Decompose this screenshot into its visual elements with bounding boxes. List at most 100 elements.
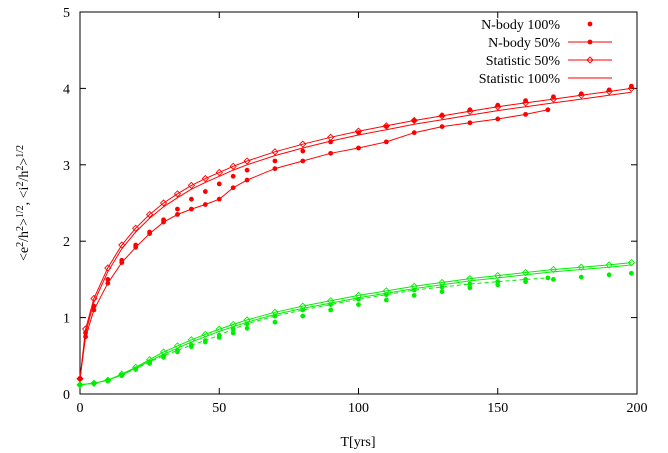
point-6-23 <box>549 265 558 274</box>
point-1-20 <box>439 124 445 129</box>
point-1-6 <box>147 231 153 236</box>
x-tick-label-3: 150 <box>487 401 508 416</box>
point-2-13 <box>243 157 251 165</box>
point-1-9 <box>189 206 194 212</box>
legend-label-1: N-body 50% <box>488 36 560 51</box>
y-tick-label-5: 5 <box>63 6 70 21</box>
series-e-3 <box>79 91 632 379</box>
point-0-24 <box>551 94 556 100</box>
y-axis-label: <e2/h2>1/2, <i2/h2>1/2 <box>15 145 33 261</box>
point-6-20 <box>466 274 474 283</box>
x-tick-label-0: 0 <box>77 401 84 416</box>
series-line-7 <box>79 264 632 386</box>
point-6-12 <box>243 316 251 324</box>
y-tick-label-1: 1 <box>63 312 70 327</box>
y-tick-label-2: 2 <box>63 235 70 250</box>
point-6-0 <box>76 381 84 389</box>
series-line-1 <box>79 109 549 379</box>
point-6-7 <box>173 342 182 350</box>
point-4-24 <box>578 274 584 280</box>
point-5-21 <box>495 279 501 285</box>
point-6-15 <box>327 297 335 305</box>
point-2-18 <box>382 122 390 130</box>
point-6-16 <box>354 291 363 300</box>
point-6-19 <box>438 278 446 287</box>
point-2-7 <box>159 199 168 207</box>
point-2-5 <box>132 224 140 232</box>
point-4-13 <box>272 319 278 325</box>
point-2-14 <box>271 148 279 156</box>
x-tick-label-4: 200 <box>627 401 648 416</box>
point-4-14 <box>300 313 306 319</box>
series-i-5 <box>77 275 551 388</box>
point-1-14 <box>272 166 278 172</box>
point-2-4 <box>118 241 126 249</box>
point-2-11 <box>215 168 223 177</box>
axis-ticks: 0 50 100 150 200 0 1 2 3 4 5 <box>63 6 648 416</box>
point-4-19 <box>439 289 445 295</box>
point-1-23 <box>523 111 528 117</box>
series-i-6 <box>76 258 636 389</box>
point-5-19 <box>439 284 445 290</box>
point-6-26 <box>627 258 636 267</box>
point-0-9 <box>189 196 194 202</box>
point-6-18 <box>410 282 418 290</box>
point-0-11 <box>216 181 222 187</box>
legend-marker-2 <box>586 56 594 64</box>
point-0-12 <box>230 173 236 179</box>
point-4-11 <box>230 330 236 336</box>
point-1-5 <box>133 244 139 250</box>
point-1-3 <box>105 280 111 286</box>
legend: N-body 100% N-body 50% Statistic 50% Statis… <box>479 18 612 87</box>
point-4-12 <box>244 325 250 331</box>
point-0-14 <box>272 158 278 164</box>
point-4-20 <box>467 285 473 291</box>
point-1-13 <box>244 177 250 183</box>
point-2-6 <box>145 210 154 219</box>
point-2-20 <box>438 112 446 120</box>
point-4-26 <box>629 270 634 276</box>
point-2-17 <box>354 127 363 135</box>
point-4-23 <box>551 277 556 282</box>
point-1-8 <box>175 212 180 217</box>
point-6-6 <box>159 348 168 356</box>
point-4-15 <box>328 307 334 313</box>
point-6-11 <box>229 320 237 329</box>
series-i-4 <box>77 270 634 388</box>
point-6-3 <box>118 370 126 378</box>
point-2-22 <box>494 103 502 111</box>
point-5-11 <box>230 326 236 332</box>
point-6-14 <box>299 302 307 310</box>
point-5-8 <box>189 342 194 348</box>
point-2-15 <box>299 140 307 148</box>
series-i-7 <box>79 264 632 386</box>
point-2-16 <box>327 133 335 141</box>
point-6-24 <box>577 263 585 271</box>
point-1-11 <box>216 196 222 202</box>
point-1-10 <box>202 202 208 207</box>
legend-marker-1 <box>587 39 593 45</box>
point-1-17 <box>356 145 361 151</box>
point-5-9 <box>202 338 208 343</box>
point-5-23 <box>545 275 551 281</box>
point-6-21 <box>494 271 502 280</box>
point-6-8 <box>187 336 196 344</box>
point-5-10 <box>216 332 222 338</box>
point-1-21 <box>467 120 473 126</box>
point-5-20 <box>467 281 473 287</box>
point-2-9 <box>187 181 196 190</box>
point-2-23 <box>521 99 530 107</box>
point-1-19 <box>411 130 417 136</box>
point-0-27 <box>629 83 634 89</box>
series-e-2 <box>76 84 636 383</box>
point-6-13 <box>271 308 279 316</box>
point-2-12 <box>229 162 237 170</box>
legend-label-0: N-body 100% <box>481 18 560 33</box>
point-2-27 <box>627 84 636 93</box>
series-line-2 <box>79 87 632 379</box>
point-1-15 <box>300 158 306 164</box>
point-2-21 <box>466 107 474 115</box>
point-1-4 <box>119 260 125 265</box>
point-2-24 <box>549 95 558 103</box>
